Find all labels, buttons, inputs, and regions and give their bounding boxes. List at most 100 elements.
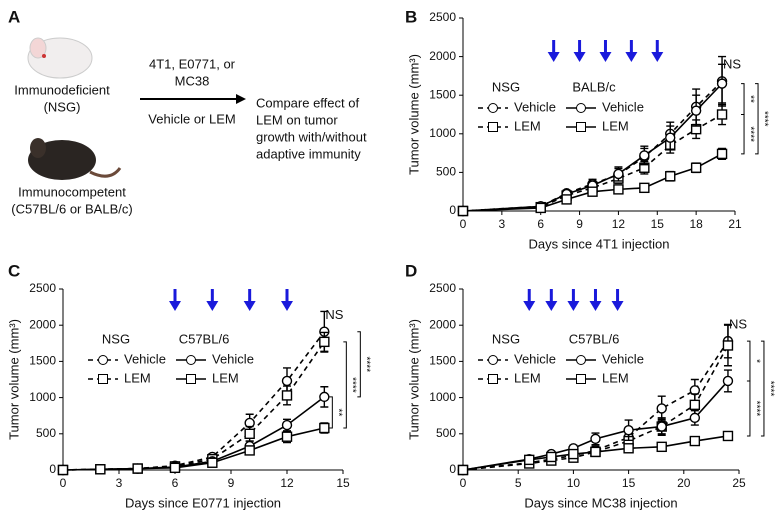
legend-marker — [98, 355, 108, 365]
arrow-label: 4T1, E0771, or — [149, 56, 236, 71]
y-tick-label: 500 — [36, 426, 56, 440]
arrow-head — [243, 301, 256, 311]
x-tick-label: 6 — [172, 476, 179, 490]
x-axis-title: Days since 4T1 injection — [529, 236, 670, 251]
y-axis-title: Tumor volume (mm³) — [406, 319, 421, 440]
x-tick-label: 10 — [567, 476, 581, 490]
annotation: **** — [744, 126, 755, 142]
dosing-arrow — [169, 289, 181, 311]
marker — [722, 375, 734, 387]
annotation: **** — [764, 381, 775, 397]
dosing-arrow — [243, 289, 256, 311]
dosing-arrow — [523, 289, 536, 311]
dosing-arrow — [547, 40, 560, 62]
dosing-arrow — [567, 289, 580, 311]
series-line — [462, 80, 723, 212]
bracket — [343, 341, 347, 429]
panel-letter: A — [8, 7, 20, 26]
dosing-arrow — [651, 40, 664, 62]
x-tick-label: 0 — [60, 476, 67, 490]
y-tick-label: 1000 — [429, 126, 456, 140]
arrow-head — [169, 301, 181, 311]
arrow-head — [236, 94, 246, 104]
y-tick-label: 1500 — [429, 87, 456, 101]
marker — [689, 412, 701, 424]
arrow-head — [523, 301, 536, 311]
x-tick-label: 3 — [116, 476, 123, 490]
annotation: NS — [723, 57, 741, 72]
arrow-head — [547, 52, 560, 62]
marker — [590, 446, 601, 458]
arrow-head — [545, 301, 558, 311]
series-line — [462, 113, 723, 212]
x-tick-label: 9 — [228, 476, 235, 490]
y-tick-label: 1000 — [29, 390, 56, 404]
legend-marker — [576, 122, 586, 132]
marker — [281, 375, 293, 387]
marker — [656, 403, 667, 414]
legend-label: LEM — [602, 118, 629, 133]
annotation: **** — [347, 377, 358, 393]
marker — [281, 431, 293, 442]
legend-group: NSG — [492, 331, 520, 346]
legend-group: NSG — [102, 331, 130, 346]
legend-marker — [488, 374, 498, 384]
mouse-label: Immunocompetent — [18, 184, 126, 199]
marker — [244, 428, 255, 439]
marker — [457, 205, 469, 217]
legend-label: Vehicle — [514, 351, 556, 366]
marker — [722, 430, 734, 442]
marker — [656, 441, 667, 453]
marker — [690, 105, 702, 116]
marker — [639, 182, 650, 194]
marker — [590, 433, 601, 445]
x-tick-label: 3 — [499, 217, 506, 231]
dosing-arrow — [281, 289, 293, 311]
x-tick-label: 0 — [460, 217, 467, 231]
outcome-label: Compare effect of — [256, 95, 359, 110]
arrow-head — [589, 301, 602, 311]
y-tick-label: 2500 — [29, 281, 56, 295]
legend-marker — [576, 103, 586, 113]
annotation: ** — [744, 95, 755, 103]
marker — [57, 464, 69, 476]
bracket — [746, 340, 751, 382]
marker — [587, 186, 598, 197]
legend-marker — [576, 374, 586, 384]
legend-label: LEM — [514, 118, 541, 133]
series-line — [62, 331, 325, 471]
x-tick-label: 25 — [732, 476, 746, 490]
legend-label: Vehicle — [212, 351, 254, 366]
outcome-label: growth with/without — [256, 129, 367, 144]
legend-group: C57BL/6 — [569, 331, 620, 346]
mouse-label: (NSG) — [44, 99, 81, 114]
bracket — [755, 83, 759, 155]
marker — [281, 419, 293, 431]
mouse-label: (C57BL/6 or BALB/c) — [11, 201, 132, 216]
marker — [319, 336, 330, 348]
panel-letter: C — [8, 261, 20, 280]
arrow-head — [573, 52, 586, 62]
marker — [568, 448, 579, 460]
legend-label: LEM — [124, 370, 151, 385]
bracket — [746, 380, 751, 437]
legend-marker — [186, 355, 196, 365]
y-tick-label: 2000 — [429, 49, 456, 63]
legend-label: Vehicle — [514, 99, 556, 114]
marker — [716, 78, 728, 89]
marker — [207, 457, 218, 468]
marker — [722, 340, 734, 351]
x-tick-label: 12 — [612, 217, 626, 231]
marker — [689, 435, 701, 447]
legend-group: BALB/c — [572, 79, 616, 94]
bracket — [760, 340, 765, 437]
mouse-black — [28, 138, 122, 180]
marker — [613, 184, 624, 195]
y-tick-label: 2500 — [429, 281, 456, 295]
annotation: * — [750, 359, 761, 363]
marker — [281, 390, 293, 401]
annotation: ** — [333, 409, 344, 417]
x-tick-label: 0 — [460, 476, 467, 490]
dosing-arrow — [589, 289, 602, 311]
arrow-head — [599, 52, 612, 62]
